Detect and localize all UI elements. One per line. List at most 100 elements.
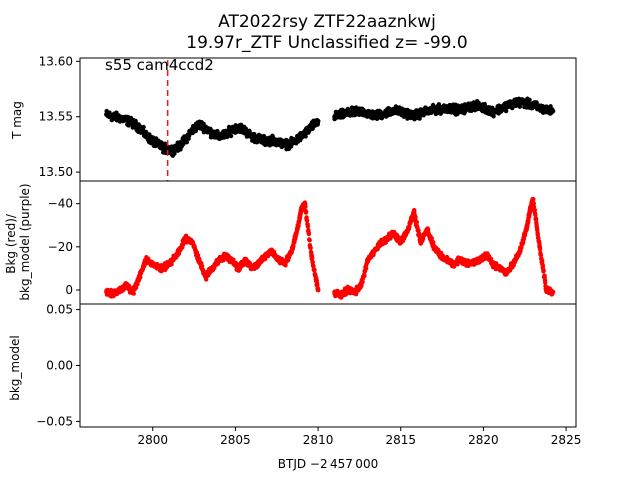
data-point (365, 257, 371, 263)
data-point (137, 125, 142, 131)
annotation-sector-camera: s55 cam4ccd2 (105, 56, 214, 74)
data-point (413, 214, 418, 220)
data-point (540, 258, 545, 263)
xlabel: BTJD −2 457 000 (278, 457, 378, 471)
data-point (176, 144, 182, 150)
data-point (431, 107, 437, 113)
data-point (123, 283, 129, 289)
data-point (541, 268, 546, 273)
data-point (295, 222, 301, 228)
data-points-middle (104, 196, 556, 300)
data-point (143, 257, 149, 263)
data-point (150, 261, 156, 267)
data-point (236, 266, 242, 271)
data-point (216, 257, 222, 263)
panel-middle-background: 0 −20 −40 (48, 180, 577, 305)
ylabel-middle-line2: bkg_model (purple) (18, 183, 32, 300)
data-point (269, 137, 275, 143)
ytick-label: 13.55 (39, 110, 73, 124)
data-point (391, 231, 397, 237)
chart-title-line1: AT2022rsy ZTF22aaznkwj (218, 12, 436, 32)
data-point (150, 138, 156, 144)
data-point (215, 128, 220, 134)
data-point (411, 209, 417, 215)
data-point (276, 139, 281, 145)
data-point (236, 124, 242, 130)
data-point (418, 111, 423, 116)
data-point (438, 253, 443, 258)
panel-top-lightcurve: 13.50 13.55 13.60 (39, 54, 577, 182)
data-point (543, 107, 549, 113)
data-point (358, 108, 364, 114)
data-point (345, 287, 351, 293)
data-point (199, 263, 205, 269)
ytick-label: 0.00 (46, 359, 73, 373)
data-point (497, 266, 503, 271)
data-point (183, 136, 189, 142)
ytick-label: 0.05 (46, 303, 73, 317)
data-point (282, 142, 288, 147)
data-point (276, 257, 281, 263)
data-point (309, 253, 314, 258)
data-point (530, 103, 536, 108)
data-point (190, 127, 195, 133)
data-point (249, 134, 255, 140)
ytick-label: 0 (65, 283, 73, 297)
data-point (527, 209, 533, 215)
data-point (405, 229, 410, 235)
data-point (117, 115, 123, 121)
data-point (291, 244, 296, 249)
data-point (477, 257, 483, 263)
data-point (223, 132, 228, 137)
data-point (371, 248, 377, 254)
chart-title-line2: 19.97r_ZTF Unclassified z= -99.0 (186, 33, 467, 53)
data-point (429, 236, 434, 241)
data-point (477, 104, 483, 110)
data-point (130, 289, 136, 295)
xtick-label: 2800 (137, 433, 168, 447)
data-point (305, 224, 311, 229)
data-point (332, 289, 337, 295)
data-point (378, 240, 384, 245)
xtick-label: 2805 (220, 433, 251, 447)
data-point (137, 274, 142, 280)
data-point (430, 102, 436, 108)
data-point (517, 104, 522, 109)
data-point (223, 253, 228, 258)
data-point (172, 151, 177, 156)
data-point (503, 108, 509, 114)
data-point (424, 108, 430, 114)
data-point (391, 107, 397, 113)
data-point (398, 240, 404, 245)
data-point (110, 291, 116, 297)
data-point (365, 111, 371, 116)
data-point (385, 109, 390, 115)
data-point (117, 287, 123, 293)
ylabel-middle-line1: Bkg (red)/ (4, 213, 18, 274)
data-point (464, 261, 470, 267)
data-point (209, 266, 215, 271)
data-point (537, 105, 542, 111)
data-point (338, 291, 344, 297)
data-point (338, 112, 344, 117)
data-point (203, 274, 209, 280)
data-point (104, 112, 109, 117)
data-point (304, 218, 310, 223)
data-point (196, 257, 202, 263)
data-point (176, 248, 182, 254)
panel-frame-middle (79, 180, 577, 305)
data-point (444, 105, 450, 111)
data-point (299, 205, 304, 211)
xtick-label: 2810 (303, 433, 334, 447)
data-point (431, 240, 436, 245)
data-point (538, 253, 544, 258)
data-point (444, 257, 450, 263)
data-point (484, 106, 490, 112)
data-point (471, 103, 476, 108)
data-point (123, 117, 129, 123)
data-point (451, 261, 457, 267)
data-point (484, 253, 490, 258)
data-point (345, 106, 350, 112)
data-point (504, 270, 509, 276)
data-point (309, 124, 314, 130)
